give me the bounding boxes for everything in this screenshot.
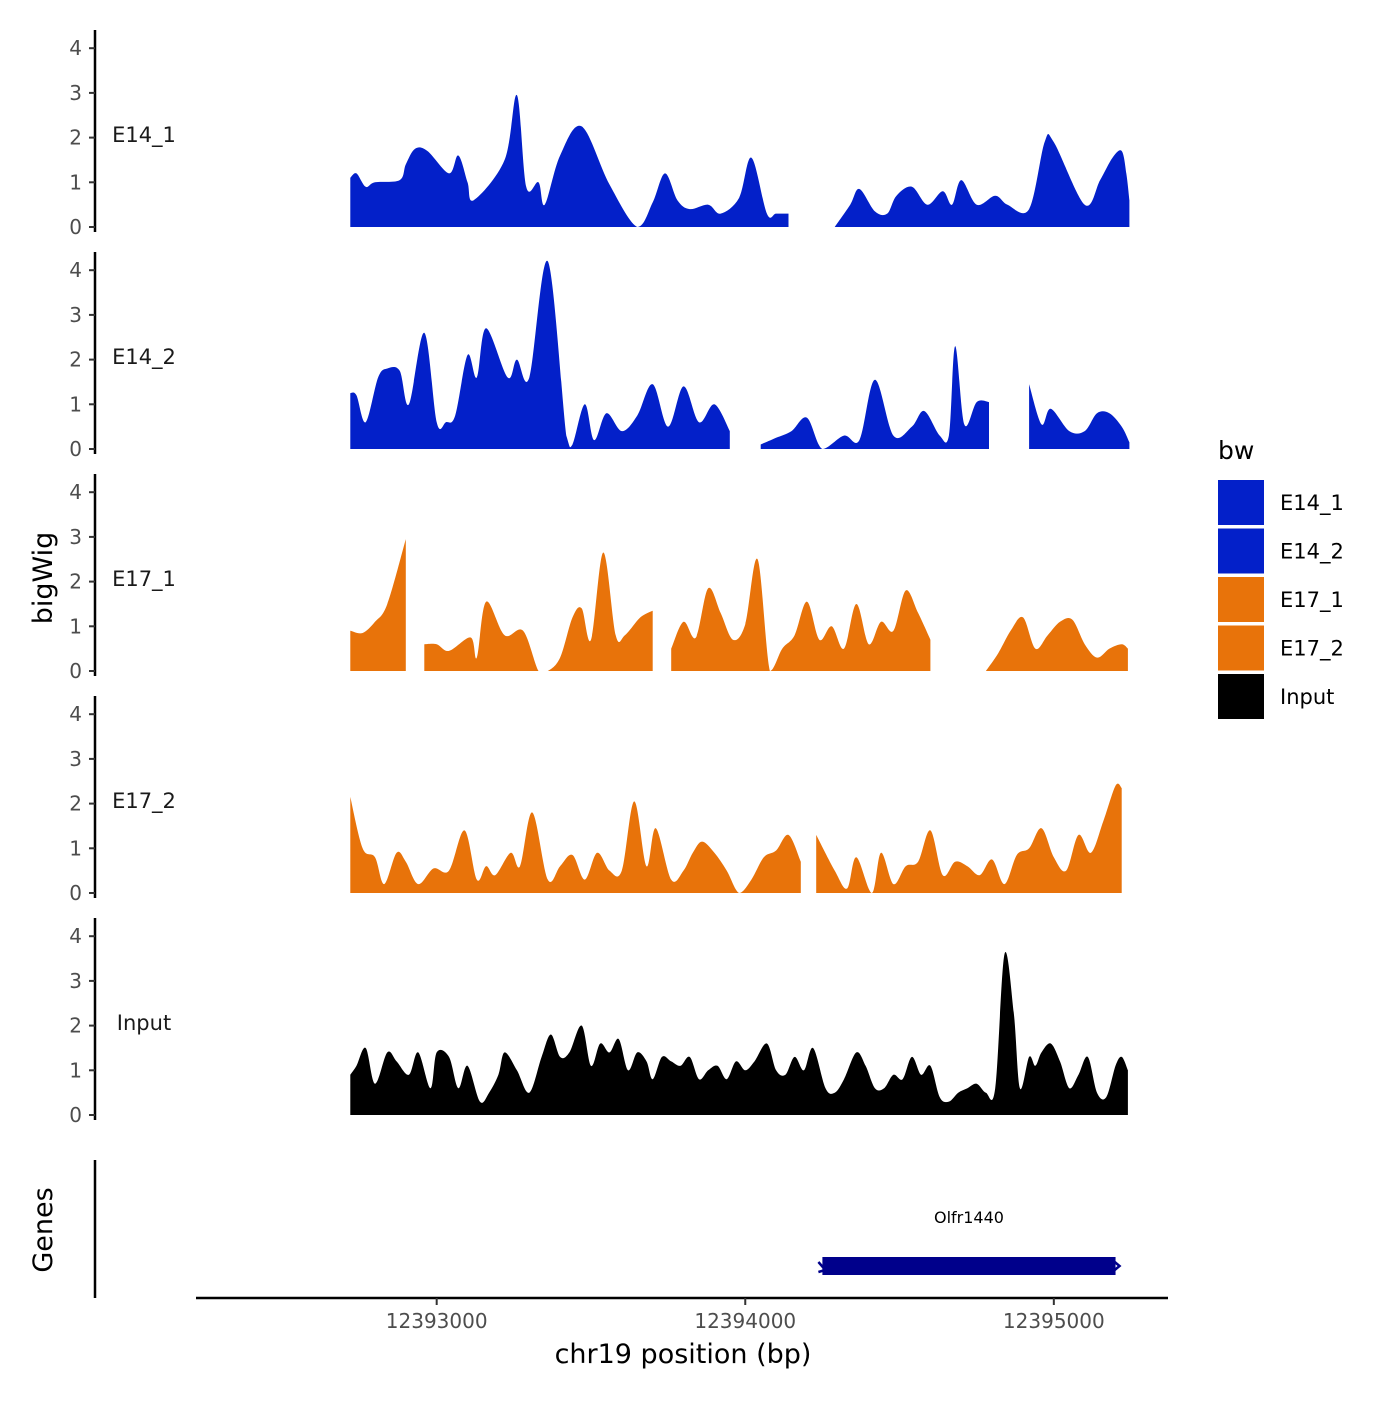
signal-area [671, 558, 931, 671]
signal-area [350, 796, 801, 893]
y-tick-label: 2 [69, 792, 82, 816]
x-axis: 12393000 12394000 12395000 [196, 1296, 1168, 1333]
legend-entry-E14_1: E14_1 [1218, 480, 1344, 525]
legend-label: E14_1 [1280, 491, 1344, 516]
signal-area [350, 539, 406, 671]
y-tick-label: 3 [69, 747, 82, 771]
gene-strand-arrow [817, 1261, 828, 1274]
legend-label: Input [1280, 685, 1334, 709]
y-tick-label: 1 [69, 836, 82, 860]
legend-entry-Input: Input [1218, 674, 1334, 719]
legend-title: bw [1218, 436, 1254, 465]
track-label: E17_1 [112, 567, 176, 592]
gene-end-arrow [1112, 1260, 1122, 1272]
y-tick-label: 3 [69, 303, 82, 327]
y-tick-label: 4 [69, 258, 82, 282]
track-label: Input [117, 1011, 171, 1035]
track-Input: 0 1 2 3 4 Input [69, 918, 1128, 1127]
y-tick-label: 2 [69, 348, 82, 372]
y-tick-label: 1 [69, 614, 82, 638]
legend-swatch [1218, 577, 1264, 622]
signal-area [1029, 384, 1130, 449]
y-tick-label: 3 [69, 969, 82, 993]
track-E14_2: 0 1 2 3 4 E14_2 [69, 252, 1130, 461]
signal-area [350, 94, 789, 227]
legend-label: E17_2 [1280, 637, 1344, 662]
y-tick-label: 4 [69, 36, 82, 60]
legend-entry-E17_2: E17_2 [1218, 625, 1344, 671]
legend-swatch [1218, 480, 1264, 525]
y-axis-title: bigWig [28, 532, 59, 625]
y-tick-label: 0 [69, 215, 82, 239]
legend-entry-E14_2: E14_2 [1218, 528, 1344, 574]
y-tick-label: 1 [69, 392, 82, 416]
y-tick-label: 3 [69, 81, 82, 105]
track-label: E17_2 [112, 789, 176, 814]
signal-area [350, 952, 1128, 1115]
y-tick-label: 2 [69, 126, 82, 150]
y-tick-label: 3 [69, 525, 82, 549]
y-tick-label: 4 [69, 924, 82, 948]
genes-layer: Olfr1440 [93, 1160, 1122, 1298]
y-tick-label: 4 [69, 480, 82, 504]
signal-area [985, 616, 1128, 671]
legend-entry-E17_1: E17_1 [1218, 577, 1344, 622]
legend: bw E14_1 E14_2 E17_1 E17_2 Input [1218, 436, 1344, 719]
y-tick-label: 1 [69, 170, 82, 194]
legend-swatch [1218, 625, 1264, 671]
y-tick-label: 0 [69, 437, 82, 461]
track-label: E14_1 [112, 123, 176, 148]
signal-area [424, 552, 653, 671]
gene-label: Olfr1440 [934, 1208, 1004, 1227]
tracks-layer: 0 1 2 3 4 E14_1 0 1 2 3 4 E14_2 0 1 2 3 4 E17_1 0 1 2 3 4 E17_2… [69, 30, 1130, 1127]
track-E17_1: 0 1 2 3 4 E17_1 [69, 474, 1128, 683]
legend-label: E17_1 [1280, 588, 1344, 613]
signal-area [834, 133, 1130, 227]
x-tick-label: 12395000 [1003, 1309, 1105, 1333]
signal-area [350, 260, 730, 449]
y-tick-label: 1 [69, 1058, 82, 1082]
y-tick-label: 2 [69, 1014, 82, 1038]
y-tick-label: 2 [69, 570, 82, 594]
gene-Olfr1440: Olfr1440 [817, 1208, 1122, 1275]
signal-area [760, 346, 989, 449]
legend-swatch [1218, 674, 1264, 719]
x-tick-label: 12394000 [694, 1309, 796, 1333]
y-tick-label: 0 [69, 659, 82, 683]
track-E14_1: 0 1 2 3 4 E14_1 [69, 30, 1130, 239]
x-tick-label: 12393000 [386, 1309, 488, 1333]
genes-axis-title: Genes [28, 1187, 59, 1272]
signal-area [816, 783, 1122, 893]
legend-label: E14_2 [1280, 540, 1344, 565]
gene-body [822, 1257, 1116, 1275]
y-tick-label: 4 [69, 702, 82, 726]
track-label: E14_2 [112, 345, 176, 370]
y-tick-label: 0 [69, 881, 82, 905]
x-axis-title: chr19 position (bp) [555, 1339, 812, 1370]
legend-swatch [1218, 528, 1264, 574]
track-E17_2: 0 1 2 3 4 E17_2 [69, 696, 1122, 905]
y-tick-label: 0 [69, 1103, 82, 1127]
